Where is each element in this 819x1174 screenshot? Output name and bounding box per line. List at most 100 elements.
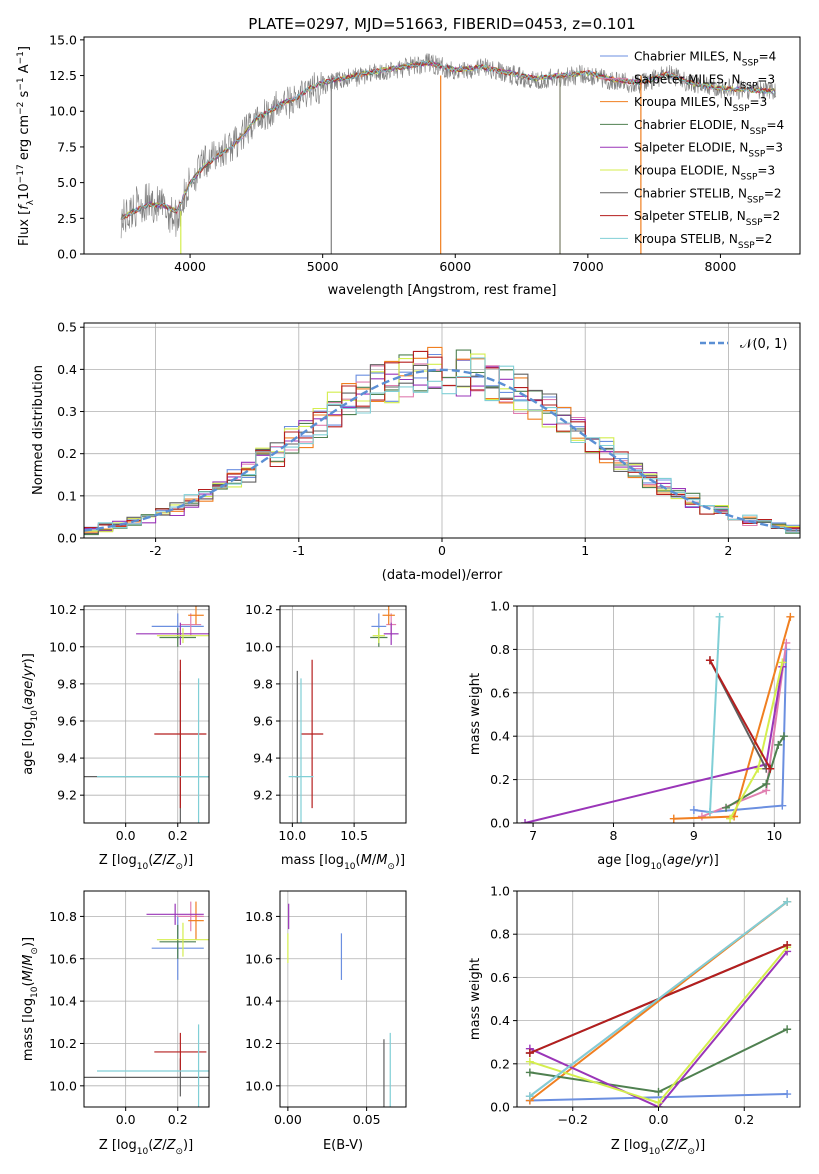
y-tick-label: 10.4 bbox=[49, 994, 77, 1009]
x-tick-label: 7 bbox=[529, 828, 537, 843]
axes-frame bbox=[279, 890, 407, 1108]
plot-area bbox=[287, 903, 391, 1107]
plus-marker bbox=[783, 897, 792, 906]
y-tick-label: 12.5 bbox=[49, 68, 77, 83]
y-tick-label: 0.2 bbox=[490, 1056, 510, 1071]
y-tick-label: 0.0 bbox=[57, 531, 77, 546]
legend-label: Salpeter MILES, NSSP=3 bbox=[634, 72, 775, 91]
x-tick-label: 7000 bbox=[572, 259, 604, 274]
plot-area bbox=[525, 897, 792, 1107]
x-tick-label: 8000 bbox=[705, 259, 737, 274]
x-axis-label: (data-model)/error bbox=[382, 568, 503, 583]
axes-frame bbox=[83, 890, 210, 1108]
y-axis-label: age [log10(age/yr)] bbox=[21, 653, 40, 775]
y-tick-label: 10.4 bbox=[245, 994, 273, 1009]
y-tick-label: 0.6 bbox=[490, 685, 510, 700]
y-tick-label: 5.0 bbox=[57, 175, 77, 190]
plus-marker bbox=[525, 1092, 534, 1101]
x-axis-label: Z [log10(Z/Z⊙)] bbox=[611, 1138, 705, 1157]
x-tick-label: −0.2 bbox=[558, 1112, 588, 1127]
plot-area bbox=[84, 901, 209, 1107]
plot-area bbox=[288, 606, 399, 823]
legend-label: Salpeter STELIB, NSSP=2 bbox=[634, 209, 780, 228]
age-vs-metallicity-panel: 0.0 0.2 9.2 9.4 9.6 9.8 10.0 10.2 Z [log10(Z/Z⊙)… bbox=[21, 602, 210, 872]
mass-weight-line bbox=[529, 1093, 788, 1102]
legend-label: Chabrier MILES, NSSP=4 bbox=[634, 50, 776, 69]
y-tick-label: 10.0 bbox=[49, 104, 77, 119]
mass-weight-line bbox=[709, 659, 772, 770]
legend-label: Chabrier ELODIE, NSSP=4 bbox=[634, 118, 784, 137]
y-tick-label: 9.4 bbox=[57, 751, 77, 766]
plus-marker bbox=[722, 803, 731, 812]
plus-marker bbox=[778, 801, 787, 810]
plot-area bbox=[84, 346, 800, 536]
legend-label: Kroupa ELODIE, NSSP=3 bbox=[634, 164, 775, 183]
y-tick-label: 1.0 bbox=[490, 884, 510, 899]
y-tick-label: 0.3 bbox=[57, 404, 77, 419]
plus-marker bbox=[705, 808, 714, 817]
plus-marker bbox=[783, 1025, 792, 1034]
y-axis-label: mass [log10(M/M⊙)] bbox=[21, 937, 40, 1061]
mass-vs-extinction-panel: 0.00 0.05 10.0 10.2 10.4 10.6 10.8 E(B-V) bbox=[245, 890, 407, 1153]
y-tick-label: 0.4 bbox=[490, 729, 510, 744]
y-tick-label: 10.6 bbox=[49, 951, 77, 966]
plus-marker bbox=[779, 732, 788, 741]
plus-marker bbox=[774, 740, 783, 749]
plus-marker bbox=[754, 764, 763, 773]
plus-marker bbox=[669, 814, 678, 823]
plus-marker bbox=[726, 814, 735, 823]
axes-frame bbox=[516, 605, 801, 824]
plus-marker bbox=[697, 812, 706, 821]
x-tick-label: 9 bbox=[690, 828, 698, 843]
legend-label: Kroupa MILES, NSSP=3 bbox=[634, 95, 767, 114]
y-tick-label: 0.0 bbox=[490, 816, 510, 831]
plus-marker bbox=[654, 1098, 663, 1107]
plot-area bbox=[84, 606, 209, 823]
x-tick-label: 10.5 bbox=[340, 828, 368, 843]
y-tick-label: 10.2 bbox=[245, 1036, 273, 1051]
x-axis-label: age [log10(age/yr)] bbox=[597, 853, 719, 872]
x-tick-label: 0.2 bbox=[168, 828, 188, 843]
plus-marker bbox=[762, 779, 771, 788]
plot-area bbox=[120, 53, 777, 254]
mass-weight-vs-metallicity-panel: −0.2 0.0 0.2 0.0 0.2 0.4 0.6 0.8 1.0 Z [log10(Z/Z… bbox=[468, 884, 801, 1157]
y-tick-label: 2.5 bbox=[57, 211, 77, 226]
y-tick-label: 10.2 bbox=[49, 602, 77, 617]
y-tick-label: 10.0 bbox=[49, 1078, 77, 1093]
mass-weight-vs-age-panel: 7 8 9 10 0.0 0.2 0.4 0.6 0.8 1.0 age [log10(age/yr… bbox=[468, 599, 801, 872]
plus-marker bbox=[525, 1049, 534, 1057]
mass-vs-metallicity-panel: 0.0 0.2 10.0 10.2 10.4 10.6 10.8 Z [log10(Z/Z⊙)… bbox=[21, 890, 210, 1157]
x-axis-label: Z [log10(Z/Z⊙)] bbox=[99, 1138, 193, 1157]
y-tick-label: 9.6 bbox=[57, 713, 77, 728]
y-tick-label: 9.8 bbox=[57, 676, 77, 691]
y-tick-label: 10.0 bbox=[245, 1078, 273, 1093]
y-tick-label: 0.4 bbox=[490, 1013, 510, 1028]
x-tick-label: 6000 bbox=[439, 259, 471, 274]
plus-marker bbox=[705, 656, 714, 665]
y-tick-label: 10.0 bbox=[245, 639, 273, 654]
y-tick-label: 10.8 bbox=[49, 909, 77, 924]
y-tick-label: 10.0 bbox=[49, 639, 77, 654]
legend-label: 𝒩(0, 1) bbox=[740, 337, 787, 352]
mass-weight-line bbox=[693, 649, 788, 814]
x-tick-label: 0.2 bbox=[168, 1112, 188, 1127]
y-tick-label: 0.8 bbox=[490, 927, 510, 942]
y-tick-label: 9.8 bbox=[253, 676, 273, 691]
y-tick-label: 15.0 bbox=[49, 32, 77, 47]
x-tick-label: -2 bbox=[149, 543, 161, 558]
x-tick-label: 2 bbox=[724, 543, 732, 558]
y-tick-label: 10.8 bbox=[245, 909, 273, 924]
y-tick-label: 0.2 bbox=[490, 772, 510, 787]
x-tick-label: -1 bbox=[293, 543, 305, 558]
y-tick-label: 1.0 bbox=[490, 599, 510, 614]
chart-title: PLATE=0297, MJD=51663, FIBERID=0453, z=0… bbox=[248, 15, 635, 33]
mass-weight-line bbox=[529, 901, 788, 1097]
age-vs-mass-panel: 10.0 10.5 9.2 9.4 9.6 9.8 10.0 10.2 mass [log10(… bbox=[245, 602, 407, 872]
x-tick-label: 8 bbox=[610, 828, 618, 843]
y-tick-label: 0.8 bbox=[490, 642, 510, 657]
y-axis-label: Flux [fλ10−17 erg cm−2 s−1 A−1] bbox=[16, 46, 36, 246]
x-tick-label: 10.0 bbox=[278, 828, 306, 843]
x-tick-label: 1 bbox=[581, 543, 589, 558]
mass-weight-line bbox=[529, 950, 788, 1107]
